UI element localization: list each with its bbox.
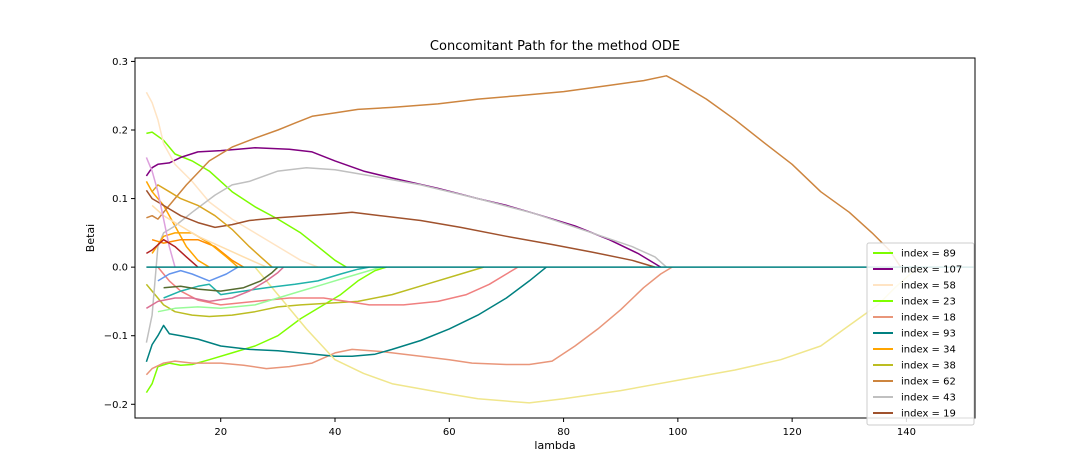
series-line-index-58 [145, 91, 319, 268]
y-axis: −0.2 −0.1 0.0 0.1 0.2 0.3 [104, 57, 135, 411]
y-axis-label: Betai [84, 224, 97, 252]
legend-label: index = 34 [901, 345, 956, 356]
legend-label: index = 107 [901, 265, 962, 276]
series-line-unlabeled-22 [163, 266, 279, 292]
series-line-unlabeled-17 [151, 184, 273, 268]
series-line-unlabeled-20 [146, 266, 285, 309]
x-tick-label: 60 [443, 427, 456, 438]
series-line-index-38 [145, 266, 484, 318]
y-tick-label: 0.2 [112, 126, 128, 137]
chart-title: Concomitant Path for the method ODE [430, 39, 680, 54]
series-line-index-89 [146, 131, 347, 268]
x-tick-label: 80 [557, 427, 570, 438]
series-line-index-19 [145, 189, 656, 268]
legend-label: index = 89 [901, 249, 956, 260]
series-line-unlabeled-19 [145, 157, 176, 268]
x-tick-label: 120 [783, 427, 802, 438]
x-tick-label: 140 [897, 427, 916, 438]
legend-label: index = 43 [901, 393, 956, 404]
legend-box [866, 242, 975, 426]
legend-label: index = 18 [901, 313, 956, 324]
y-tick-label: −0.2 [104, 400, 128, 411]
x-tick-label: 40 [329, 427, 342, 438]
series-line-unlabeled-23 [157, 266, 239, 282]
y-tick-label: 0.0 [112, 263, 128, 274]
series-line-unlabeled-14 [163, 266, 370, 299]
legend-label: index = 19 [901, 409, 956, 420]
legend-label: index = 62 [901, 377, 956, 388]
series-line-unlabeled-21 [146, 238, 199, 268]
y-tick-label: 0.3 [112, 57, 128, 68]
plot-area-frame [134, 57, 976, 419]
y-tick-label: 0.1 [112, 194, 128, 205]
series-line-index-62 [146, 75, 902, 268]
legend-label: index = 38 [901, 361, 956, 372]
series-line-index-93 [145, 266, 547, 363]
x-axis-label: lambda [534, 439, 575, 452]
x-tick-label: 20 [214, 427, 227, 438]
legend: index = 89 index = 107 index = 58 index = 2… [866, 242, 975, 426]
series-line-index-18 [145, 266, 673, 376]
x-tick-label: 100 [668, 427, 687, 438]
series-line-unlabeled-13 [157, 266, 381, 313]
y-tick-label: −0.1 [104, 331, 128, 342]
series-line-unlabeled-12 [157, 266, 519, 306]
series-line-unlabeled-15 [151, 238, 244, 268]
legend-label: index = 93 [901, 329, 956, 340]
legend-label: index = 58 [901, 281, 956, 292]
legend-label: index = 23 [901, 297, 956, 308]
series-layer [145, 75, 975, 404]
